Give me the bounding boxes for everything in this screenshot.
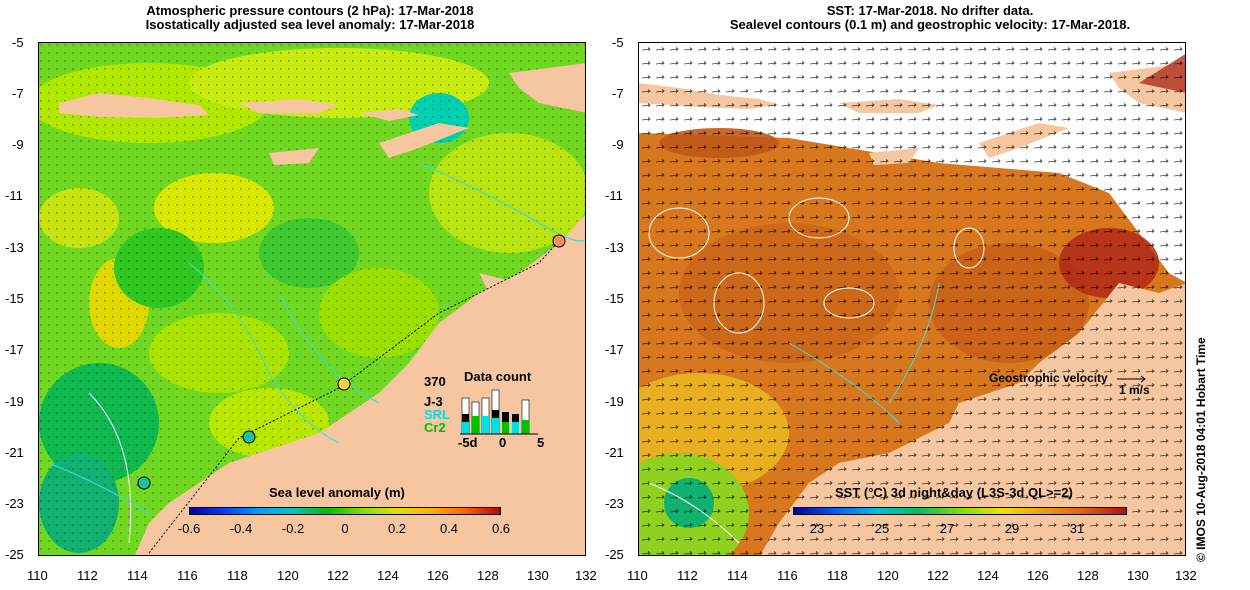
data-count-xtick-5: 5 <box>537 435 545 450</box>
lat-tick: -19 <box>5 394 24 409</box>
lon-tick: 128 <box>1077 568 1099 583</box>
lon-tick: 116 <box>177 568 198 583</box>
lat-tick: -5 <box>12 35 24 50</box>
lon-tick: 132 <box>575 568 597 583</box>
sst-tick-2: 25 <box>874 521 890 536</box>
left-title-line2: Isostatically adjusted sea level anomaly… <box>145 17 475 32</box>
lat-tick: -5 <box>612 35 624 50</box>
lat-tick: -25 <box>5 547 24 562</box>
lon-tick: 130 <box>527 568 549 583</box>
data-count-xtick-0: 0 <box>499 435 507 450</box>
sea-level-anomaly-field <box>39 43 585 555</box>
lat-tick: -13 <box>605 240 624 255</box>
sla-tick-3: -0.2 <box>281 521 305 536</box>
lon-tick: 122 <box>927 568 949 583</box>
lat-tick: -9 <box>612 137 624 152</box>
velocity-legend-label: Geostrophic velocity <box>989 371 1108 385</box>
sst-map: Geostrophic velocity 1 m/s SST (°C) 3d n… <box>638 42 1186 556</box>
lon-tick: 126 <box>1027 568 1049 583</box>
sla-colorbar <box>189 507 501 515</box>
sst-tick-5: 31 <box>1069 521 1085 536</box>
lon-tick: 118 <box>827 568 848 583</box>
lon-tick: 132 <box>1175 568 1197 583</box>
right-title-line2: Sealevel contours (0.1 m) and geostrophi… <box>729 17 1131 32</box>
data-count-bars <box>460 389 538 435</box>
lat-tick: -23 <box>5 496 24 511</box>
lon-tick: 124 <box>977 568 999 583</box>
sst-tick-3: 27 <box>939 521 955 536</box>
sla-colorbar-label: Sea level anomaly (m) <box>269 485 405 500</box>
lat-tick: -25 <box>605 547 624 562</box>
lon-tick: 114 <box>727 568 748 583</box>
lat-tick: -15 <box>605 291 624 306</box>
data-count-inset: 370 Data count J-3 SRL Cr2 -5d 0 5 <box>424 368 554 450</box>
series-cr2-label: Cr2 <box>424 420 446 435</box>
lat-tick: -11 <box>5 188 23 203</box>
imos-credit: © IMOS 10-Aug-2018 04:01 Hobart Time <box>1194 337 1208 562</box>
left-title-line1: Atmospheric pressure contours (2 hPa): 1… <box>146 3 474 18</box>
lon-tick: 126 <box>427 568 449 583</box>
sst-colorbar-label: SST (°C) 3d night&day (L3S-3d QL>=2) <box>835 485 1073 500</box>
sla-tick-6: 0.4 <box>439 521 459 536</box>
lat-tick: -21 <box>5 445 24 460</box>
sla-tick-7: 0.6 <box>491 521 511 536</box>
lat-tick: -11 <box>605 188 623 203</box>
lon-tick: 130 <box>1127 568 1149 583</box>
lat-tick: -7 <box>612 86 624 101</box>
data-count-xtick-neg5: -5d <box>458 435 478 450</box>
data-count-max: 370 <box>424 374 446 389</box>
sst-tick-1: 23 <box>809 521 825 536</box>
sla-tick-4: 0 <box>341 521 349 536</box>
sla-tick-1: -0.6 <box>177 521 201 536</box>
series-srl-label: SRL <box>424 407 450 422</box>
lat-tick: -13 <box>5 240 24 255</box>
lon-tick: 120 <box>877 568 899 583</box>
lon-tick: 110 <box>627 568 648 583</box>
sla-tick-5: 0.2 <box>387 521 407 536</box>
lat-tick: -15 <box>5 291 24 306</box>
lon-tick: 118 <box>227 568 248 583</box>
lat-tick: -9 <box>12 137 24 152</box>
series-j3-label: J-3 <box>424 394 443 409</box>
right-title-line1: SST: 17-Mar-2018. No drifter data. <box>826 3 1034 18</box>
lat-tick: -19 <box>605 394 624 409</box>
lon-tick: 128 <box>477 568 499 583</box>
sst-field <box>639 43 1185 555</box>
data-count-title: Data count <box>464 369 532 384</box>
sea-level-anomaly-map: 370 Data count J-3 SRL Cr2 -5d 0 5 <box>38 42 586 556</box>
lat-tick: -17 <box>5 342 24 357</box>
sla-tick-2: -0.4 <box>229 521 253 536</box>
sst-tick-4: 29 <box>1004 521 1020 536</box>
lon-tick: 120 <box>277 568 299 583</box>
lat-tick: -21 <box>605 445 624 460</box>
lon-tick: 116 <box>777 568 798 583</box>
lat-tick: -23 <box>605 496 624 511</box>
velocity-scale-arrow <box>1117 375 1146 383</box>
lon-tick: 110 <box>27 568 48 583</box>
lon-tick: 122 <box>327 568 349 583</box>
velocity-legend-scale: 1 m/s <box>1119 383 1150 397</box>
lat-tick: -7 <box>12 86 24 101</box>
lon-tick: 112 <box>677 568 698 583</box>
lon-tick: 124 <box>377 568 399 583</box>
lat-tick: -17 <box>605 342 624 357</box>
sst-colorbar <box>793 507 1127 515</box>
lon-tick: 114 <box>127 568 148 583</box>
lon-tick: 112 <box>77 568 98 583</box>
